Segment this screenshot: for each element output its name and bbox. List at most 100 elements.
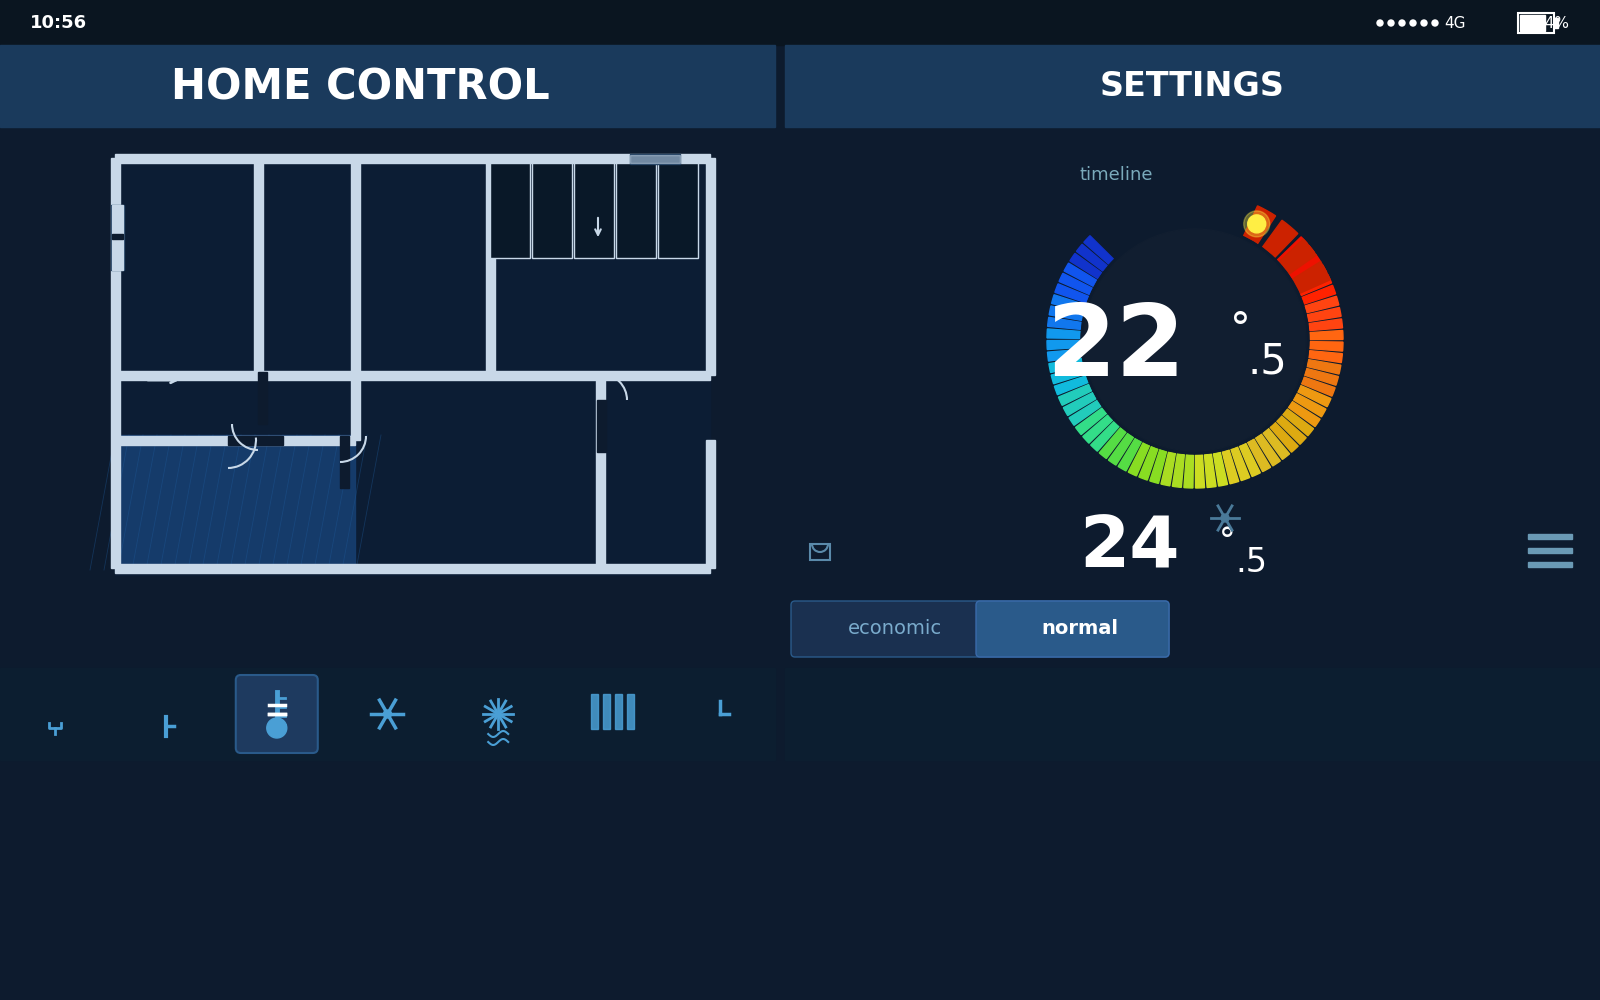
Text: 22: 22 bbox=[1046, 300, 1186, 396]
Bar bbox=[531, 163, 573, 258]
Bar bbox=[112, 205, 123, 270]
Bar bbox=[115, 370, 710, 379]
Wedge shape bbox=[1290, 255, 1322, 280]
Bar bbox=[350, 158, 360, 440]
Bar bbox=[490, 163, 530, 258]
Wedge shape bbox=[1301, 377, 1334, 396]
Bar bbox=[229, 436, 283, 445]
Wedge shape bbox=[1195, 455, 1205, 488]
Bar bbox=[0, 0, 1600, 45]
Text: 64%: 64% bbox=[1536, 15, 1570, 30]
Circle shape bbox=[1432, 20, 1438, 26]
Wedge shape bbox=[1054, 376, 1088, 395]
Bar bbox=[595, 375, 605, 568]
Wedge shape bbox=[1230, 447, 1250, 481]
Bar bbox=[786, 45, 1600, 127]
Wedge shape bbox=[1083, 236, 1114, 264]
Wedge shape bbox=[1162, 452, 1176, 486]
Circle shape bbox=[267, 718, 286, 738]
Text: °: ° bbox=[1219, 526, 1235, 559]
Bar bbox=[786, 668, 1600, 760]
Circle shape bbox=[1082, 226, 1309, 454]
Bar bbox=[616, 163, 656, 258]
Bar bbox=[253, 158, 262, 375]
Wedge shape bbox=[1298, 385, 1331, 407]
Wedge shape bbox=[1277, 237, 1307, 265]
Wedge shape bbox=[1050, 358, 1083, 373]
Bar bbox=[1554, 18, 1558, 28]
Bar bbox=[706, 440, 715, 568]
Wedge shape bbox=[1046, 340, 1080, 350]
Wedge shape bbox=[1184, 455, 1194, 488]
Wedge shape bbox=[1064, 393, 1096, 416]
Text: .5: .5 bbox=[1235, 546, 1267, 578]
Wedge shape bbox=[1307, 307, 1341, 322]
Bar bbox=[258, 372, 267, 424]
Wedge shape bbox=[1278, 239, 1317, 274]
Wedge shape bbox=[1222, 450, 1238, 484]
Bar bbox=[810, 544, 830, 560]
Circle shape bbox=[1085, 229, 1306, 451]
Bar bbox=[115, 153, 710, 162]
FancyBboxPatch shape bbox=[976, 601, 1170, 657]
Wedge shape bbox=[1256, 434, 1280, 466]
Bar bbox=[1520, 15, 1546, 31]
Wedge shape bbox=[1091, 422, 1118, 451]
Text: HOME CONTROL: HOME CONTROL bbox=[171, 66, 549, 108]
Bar bbox=[1528, 548, 1571, 553]
Wedge shape bbox=[1293, 262, 1330, 293]
Text: normal: normal bbox=[1042, 619, 1118, 639]
Text: 4G: 4G bbox=[1445, 15, 1466, 30]
FancyBboxPatch shape bbox=[235, 675, 318, 753]
Wedge shape bbox=[1298, 275, 1331, 296]
Wedge shape bbox=[1150, 449, 1166, 483]
Wedge shape bbox=[1205, 454, 1216, 488]
Bar bbox=[485, 158, 494, 375]
Bar bbox=[590, 694, 598, 729]
Wedge shape bbox=[1240, 443, 1261, 477]
Wedge shape bbox=[1304, 368, 1339, 385]
Bar bbox=[115, 435, 355, 570]
Circle shape bbox=[1389, 20, 1394, 26]
Bar bbox=[658, 163, 698, 258]
Wedge shape bbox=[1128, 443, 1149, 476]
Bar bbox=[574, 163, 614, 258]
Text: 24: 24 bbox=[1080, 514, 1181, 582]
Bar bbox=[1528, 534, 1571, 539]
Text: economic: economic bbox=[848, 619, 942, 639]
Wedge shape bbox=[1139, 446, 1158, 480]
Wedge shape bbox=[1069, 400, 1101, 425]
Circle shape bbox=[1221, 514, 1229, 522]
Circle shape bbox=[1410, 20, 1416, 26]
Wedge shape bbox=[1054, 284, 1088, 303]
Circle shape bbox=[1378, 20, 1382, 26]
Wedge shape bbox=[1118, 438, 1141, 471]
Circle shape bbox=[1243, 211, 1270, 237]
Circle shape bbox=[1248, 215, 1266, 233]
Wedge shape bbox=[1050, 306, 1083, 320]
Wedge shape bbox=[1059, 273, 1093, 295]
Bar bbox=[0, 668, 774, 760]
Wedge shape bbox=[1173, 454, 1184, 487]
Circle shape bbox=[1421, 20, 1427, 26]
Wedge shape bbox=[1283, 245, 1315, 272]
Text: timeline: timeline bbox=[1080, 166, 1154, 184]
Wedge shape bbox=[1277, 416, 1306, 444]
Wedge shape bbox=[1048, 317, 1082, 329]
Wedge shape bbox=[1309, 351, 1342, 363]
Wedge shape bbox=[1048, 349, 1082, 361]
Bar bbox=[115, 436, 355, 444]
Bar bbox=[112, 234, 123, 239]
FancyBboxPatch shape bbox=[790, 601, 1170, 657]
Bar bbox=[706, 158, 715, 375]
Circle shape bbox=[1398, 20, 1405, 26]
Bar bbox=[630, 155, 680, 163]
Wedge shape bbox=[1293, 394, 1326, 417]
Bar bbox=[597, 400, 606, 452]
Wedge shape bbox=[1302, 285, 1336, 304]
Bar bbox=[110, 158, 120, 568]
Wedge shape bbox=[1288, 401, 1320, 427]
Wedge shape bbox=[1306, 296, 1339, 313]
Wedge shape bbox=[1099, 428, 1126, 459]
Text: 10:56: 10:56 bbox=[30, 14, 86, 32]
